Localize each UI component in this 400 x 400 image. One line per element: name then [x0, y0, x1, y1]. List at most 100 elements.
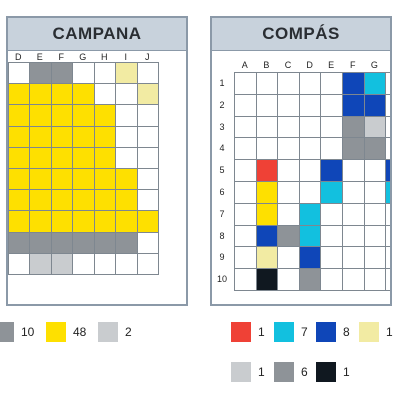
grid-cell [234, 246, 257, 270]
grid-cell [50, 83, 73, 106]
grid-cell [385, 93, 390, 117]
grid-cell [363, 246, 387, 270]
grid-cell [342, 159, 365, 182]
column-label: J [145, 52, 150, 62]
grid-cell [8, 210, 30, 233]
grid-cell [277, 137, 300, 161]
grid-cell [115, 62, 138, 85]
grid-cell [363, 181, 387, 204]
grid-cell [93, 168, 116, 191]
grid-cell [363, 159, 387, 182]
grid-cell [93, 252, 116, 275]
grid-cell [50, 104, 73, 127]
column-label: G [79, 52, 87, 62]
grid-cell [277, 181, 300, 204]
grid-cell [72, 83, 95, 106]
grid-cell [72, 231, 95, 254]
legend-swatch [316, 322, 336, 342]
grid-cell [8, 125, 30, 148]
legend-swatch [316, 362, 336, 382]
campana-panel: CAMPANA CDEFGHIJ [6, 16, 188, 306]
grid-cell [277, 72, 300, 95]
grid-cell [29, 210, 52, 233]
grid-cell [255, 224, 279, 248]
grid-cell [298, 115, 322, 139]
column-label: H [101, 52, 108, 62]
grid-cell [93, 83, 116, 106]
grid-cell [298, 268, 322, 291]
grid-cell [298, 224, 322, 248]
grid-cell [8, 231, 30, 254]
grid-cell [298, 93, 322, 117]
column-label: C [284, 60, 292, 70]
compas-panel: COMPÁS A B C D E F GH 1 2 3 4 5 6 7 8 9 10 [210, 16, 392, 306]
grid-cell [8, 83, 30, 106]
column-label: I [124, 52, 127, 62]
grid-cell [385, 115, 390, 139]
grid-cell [234, 72, 257, 95]
grid-cell [115, 168, 138, 191]
grid-cell [320, 115, 343, 139]
grid-cell [385, 181, 390, 204]
grid-cell [385, 72, 390, 95]
grid-cell [363, 93, 387, 117]
grid-cell [298, 72, 322, 95]
legend-count: 10 [21, 325, 35, 339]
column-label: A [241, 60, 248, 70]
legend-count: 6 [301, 365, 308, 379]
grid-cell [29, 189, 52, 212]
column-label: B [263, 60, 270, 70]
grid-cell [29, 62, 52, 85]
grid-cell [8, 104, 30, 127]
legend-count: 1 [386, 325, 393, 339]
grid-cell [50, 146, 73, 169]
grid-cell [255, 159, 279, 182]
grid-cell [29, 83, 52, 106]
grid-cell [363, 115, 387, 139]
grid-cell [320, 268, 343, 291]
grid-cell [93, 62, 116, 85]
row-label: 9 [219, 252, 225, 263]
grid-cell [234, 115, 257, 139]
grid-cell [136, 83, 159, 106]
grid-cell [342, 181, 365, 204]
grid-cell [29, 146, 52, 169]
grid-cell [93, 146, 116, 169]
grid-cell [342, 93, 365, 117]
grid-cell [298, 137, 322, 161]
grid-cell [29, 125, 52, 148]
grid-cell [385, 246, 390, 270]
grid-cell [115, 252, 138, 275]
row-label: 6 [219, 186, 225, 197]
campana-title: CAMPANA [8, 18, 186, 51]
grid-cell [342, 268, 365, 291]
grid-cell [342, 202, 365, 226]
grid-cell [277, 159, 300, 182]
grid-cell [277, 224, 300, 248]
grid-cell [277, 93, 300, 117]
legend-swatch [359, 322, 379, 342]
grid-cell [115, 210, 138, 233]
grid-cell [8, 189, 30, 212]
column-label: D [15, 52, 22, 62]
grid-cell [320, 224, 343, 248]
legend-swatch [231, 362, 251, 382]
legend-swatch [274, 322, 294, 342]
column-label: E [328, 60, 335, 70]
row-label: 2 [219, 99, 225, 110]
grid-cell [29, 104, 52, 127]
grid-cell [298, 181, 322, 204]
grid-cell [320, 181, 343, 204]
column-label: E [36, 52, 43, 62]
legend-count: 1 [258, 365, 265, 379]
legend-swatch [0, 322, 14, 342]
grid-cell [277, 202, 300, 226]
grid-cell [298, 159, 322, 182]
grid-cell [277, 115, 300, 139]
grid-cell [234, 224, 257, 248]
grid-cell [115, 189, 138, 212]
legend-swatch [231, 322, 251, 342]
grid-cell [136, 210, 159, 233]
legend-count: 1 [258, 325, 265, 339]
grid-cell [385, 159, 390, 182]
